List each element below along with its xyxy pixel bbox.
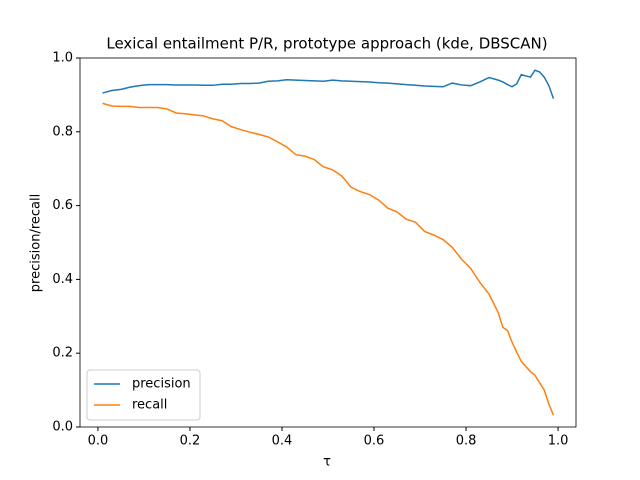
y-tick-label: 1.0 [52,51,73,66]
y-tick-label: 0.0 [52,420,73,435]
legend-label: recall [132,398,167,413]
chart-title: Lexical entailment P/R, prototype approa… [106,35,547,53]
x-tick-label: 0.0 [88,434,109,449]
y-axis-label: precision/recall [29,194,44,292]
y-tick-label: 0.4 [52,272,73,287]
legend-box [86,369,201,421]
x-tick-label: 0.2 [180,434,201,449]
x-tick-label: 0.8 [456,434,477,449]
x-tick-label: 0.4 [272,434,293,449]
series-line [102,102,555,416]
series-line [102,69,555,99]
y-tick-label: 0.6 [52,198,73,213]
x-tick-label: 1.0 [548,434,569,449]
plot-frame [79,57,577,428]
x-tick-label: 0.6 [364,434,385,449]
y-tick-label: 0.2 [52,346,73,361]
legend-label: precision [132,377,191,392]
y-tick-label: 0.8 [52,124,73,139]
x-axis-label: τ [323,455,331,470]
